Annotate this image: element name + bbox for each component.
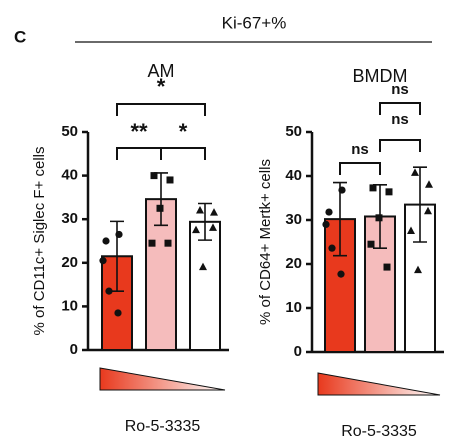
- y-tick-label: 10: [61, 297, 78, 314]
- x-axis-label: Ro-5-3335: [341, 423, 417, 440]
- data-point: [375, 214, 383, 222]
- significance-label: **: [130, 119, 148, 144]
- error-bar: [198, 202, 212, 241]
- header: Ki-67+%: [222, 13, 287, 32]
- data-point: [338, 186, 346, 194]
- data-point: [114, 309, 122, 317]
- data-point: [425, 180, 433, 188]
- data-point: [99, 257, 107, 265]
- significance-bracket: [379, 102, 421, 115]
- y-tick-label: 20: [285, 255, 302, 272]
- y-tick-label: 50: [61, 123, 78, 140]
- significance-label: ns: [391, 81, 409, 98]
- data-point: [105, 287, 113, 295]
- data-point: [209, 223, 217, 231]
- significance-label: ns: [351, 141, 369, 158]
- data-point: [192, 225, 200, 234]
- data-point: [148, 239, 156, 247]
- data-point: [150, 172, 158, 180]
- significance-label: *: [179, 119, 188, 144]
- significance-bracket: [160, 147, 206, 160]
- data-point: [369, 184, 377, 192]
- x-axis-label: Ro-5-3335: [125, 418, 201, 435]
- data-point: [385, 188, 393, 196]
- panel-label: C: [14, 27, 26, 46]
- data-point: [337, 270, 345, 278]
- data-point: [210, 208, 218, 216]
- y-tick-label: 20: [61, 254, 78, 271]
- error-bar: [333, 181, 347, 257]
- y-tick-label: 0: [294, 343, 302, 360]
- bar: [189, 220, 221, 351]
- significance-bracket: [339, 162, 381, 175]
- data-point: [383, 263, 391, 271]
- data-point: [166, 176, 174, 184]
- data-point: [367, 240, 375, 248]
- data-point: [115, 230, 123, 239]
- y-tick-label: 30: [61, 210, 78, 227]
- data-point: [424, 206, 432, 215]
- significance-bracket: [379, 139, 421, 152]
- data-point: [196, 205, 204, 214]
- data-point: [156, 204, 164, 212]
- y-tick-label: 40: [61, 167, 78, 184]
- data-point: [407, 226, 415, 234]
- data-point: [164, 239, 172, 247]
- y-tick-label: 50: [285, 123, 302, 140]
- data-point: [199, 262, 207, 271]
- y-axis-label: % of CD11c+ Siglec F+ cells: [31, 147, 48, 336]
- chart-title: AM: [148, 61, 175, 81]
- data-point: [102, 237, 110, 245]
- y-axis-label: % of CD64+ Mertk+ cells: [257, 159, 274, 325]
- data-point: [325, 208, 333, 216]
- y-tick-label: 10: [285, 299, 302, 316]
- data-point: [322, 220, 330, 228]
- y-tick-label: 30: [285, 211, 302, 228]
- data-point: [328, 244, 336, 252]
- significance-bracket: [116, 103, 206, 116]
- y-tick-label: 0: [70, 341, 78, 358]
- significance-label: ns: [391, 111, 409, 128]
- dose-wedge: [317, 372, 441, 396]
- error-bar: [413, 166, 427, 243]
- data-point: [414, 265, 422, 274]
- chart-title: BMDM: [353, 66, 408, 86]
- significance-bracket: [116, 147, 162, 160]
- y-tick-label: 40: [285, 167, 302, 184]
- significance-label: *: [157, 74, 166, 99]
- data-point: [411, 168, 419, 176]
- dose-wedge: [99, 367, 226, 391]
